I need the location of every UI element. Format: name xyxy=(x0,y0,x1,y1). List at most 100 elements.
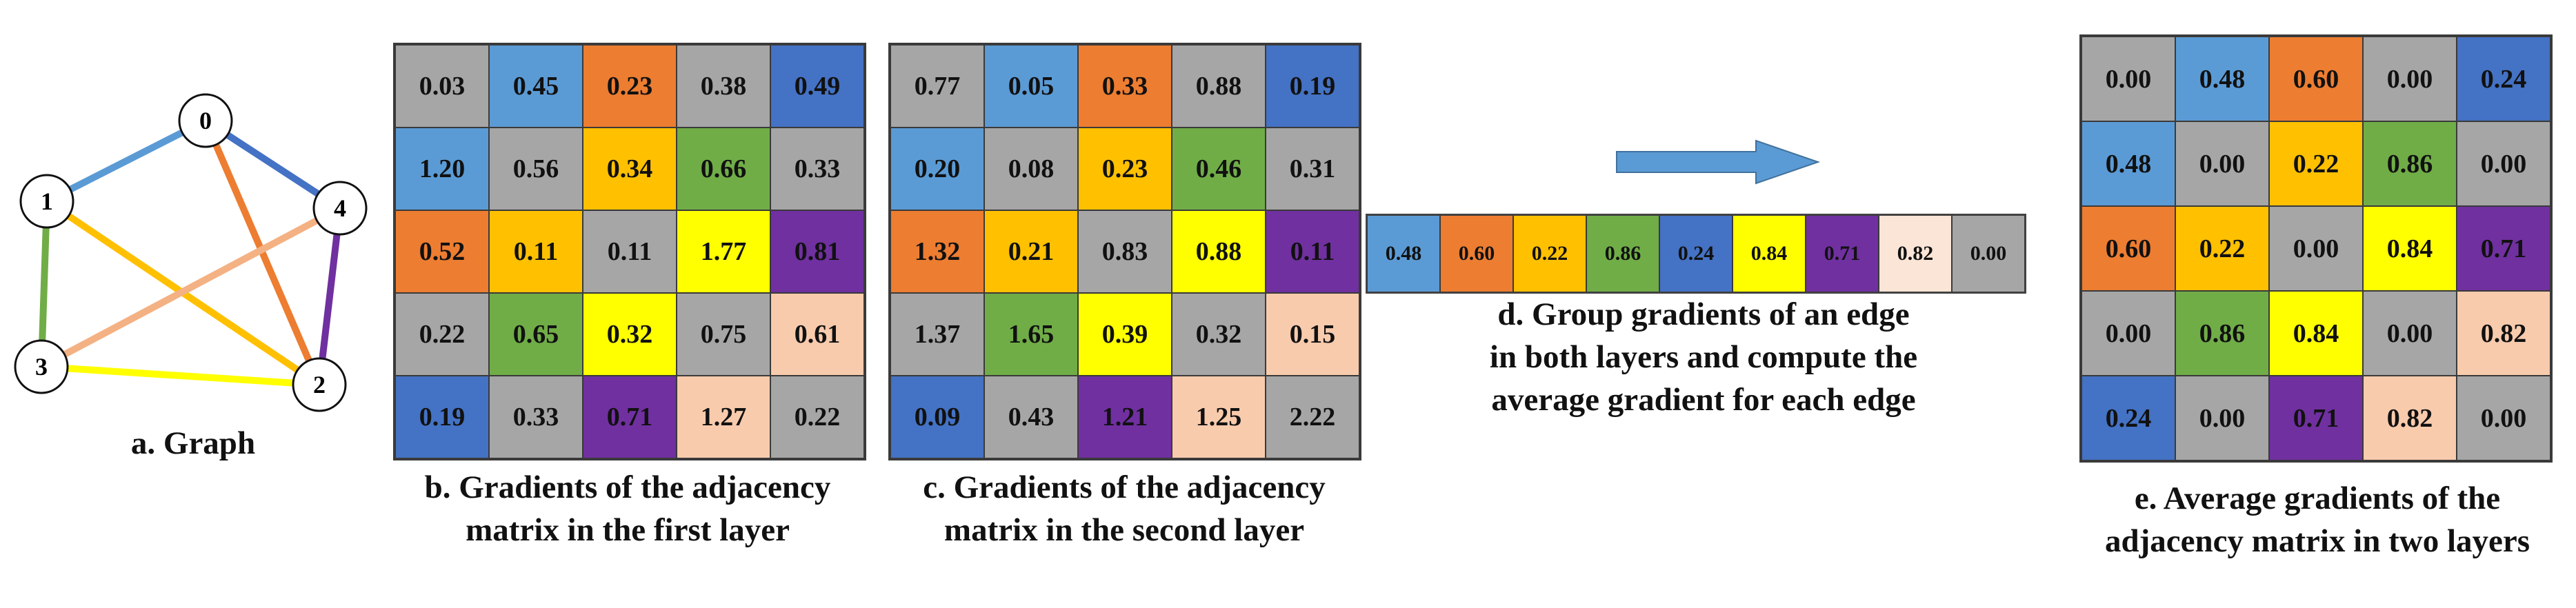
matrix-cell: 0.49 xyxy=(770,45,864,128)
matrix-cell: 0.66 xyxy=(677,128,770,210)
matrix-cell: 1.27 xyxy=(677,376,770,458)
matrix-cell: 0.38 xyxy=(677,45,770,128)
matrix-cell: 0.24 xyxy=(2457,37,2550,121)
matrix-cell: 0.52 xyxy=(395,210,489,293)
matrix-cell: 0.00 xyxy=(2081,37,2175,121)
matrix-cell: 0.22 xyxy=(395,293,489,376)
matrix-cell: 0.05 xyxy=(984,45,1078,128)
strip-cell: 0.48 xyxy=(1367,215,1440,292)
matrix-cell: 0.32 xyxy=(1172,293,1266,376)
right-arrow-icon xyxy=(1616,139,1821,185)
matrix-cell: 0.09 xyxy=(890,376,984,458)
matrix-cell: 0.00 xyxy=(2457,376,2550,460)
graph-node-label: 3 xyxy=(35,353,48,381)
matrix-cell: 0.11 xyxy=(1266,210,1359,293)
matrix-cell: 0.34 xyxy=(583,128,677,210)
matrix-b-caption: b. Gradients of the adjacency matrix in … xyxy=(424,469,831,548)
matrix-cell: 0.00 xyxy=(2081,291,2175,376)
graph-node-1: 1 xyxy=(19,174,74,229)
matrix-cell: 0.65 xyxy=(489,293,583,376)
matrix-cell: 0.48 xyxy=(2081,121,2175,206)
matrix-cell: 0.81 xyxy=(770,210,864,293)
matrix-cell: 0.31 xyxy=(1266,128,1359,210)
graph-edge-4-2 xyxy=(316,207,343,385)
graph-node-label: 0 xyxy=(199,107,212,134)
matrix-cell: 1.65 xyxy=(984,293,1078,376)
matrix-cell: 0.71 xyxy=(2269,376,2363,460)
matrix-cell: 0.82 xyxy=(2363,376,2457,460)
strip-cell: 0.24 xyxy=(1659,215,1733,292)
strip-d-caption: d. Group gradients of an edge in both la… xyxy=(1489,296,1918,418)
matrix-cell: 0.48 xyxy=(2175,37,2269,121)
graph-caption: a. Graph xyxy=(130,425,256,461)
matrix-cell: 0.88 xyxy=(1172,210,1266,293)
graph-node-label: 2 xyxy=(313,371,326,398)
average-gradient-strip: 0.48 0.60 0.22 0.86 0.24 0.84 0.71 0.82 0.00 xyxy=(1366,214,2026,294)
matrix-cell: 0.86 xyxy=(2363,121,2457,206)
matrix-cell: 1.21 xyxy=(1078,376,1172,458)
matrix-cell: 1.37 xyxy=(890,293,984,376)
matrix-cell: 0.84 xyxy=(2363,206,2457,291)
matrix-cell: 0.83 xyxy=(1078,210,1172,293)
strip-cell: 0.71 xyxy=(1806,215,1879,292)
matrix-cell: 0.00 xyxy=(2457,121,2550,206)
matrix-cell: 0.43 xyxy=(984,376,1078,458)
graph-edge-3-2 xyxy=(41,363,320,388)
graph-node-3: 3 xyxy=(14,339,69,394)
matrix-cell: 0.56 xyxy=(489,128,583,210)
matrix-cell: 0.39 xyxy=(1078,293,1172,376)
average-gradient-matrix: 0.00 0.48 0.60 0.00 0.24 0.48 0.00 0.22 0.86 0.00… xyxy=(2079,34,2553,463)
matrix-cell: 0.19 xyxy=(1266,45,1359,128)
graph-node-label: 4 xyxy=(334,194,346,222)
matrix-cell: 0.11 xyxy=(583,210,677,293)
matrix-cell: 0.60 xyxy=(2081,206,2175,291)
graph-node-4: 4 xyxy=(312,181,368,236)
matrix-cell: 1.20 xyxy=(395,128,489,210)
strip-cell: 0.86 xyxy=(1586,215,1659,292)
graph-edge-0-1 xyxy=(45,117,208,205)
matrix-cell: 1.77 xyxy=(677,210,770,293)
strip-cell: 0.82 xyxy=(1879,215,1952,292)
graph-edge-1-3 xyxy=(38,201,50,367)
matrix-cell: 0.00 xyxy=(2175,121,2269,206)
matrix-c-caption: c. Gradients of the adjacency matrix in … xyxy=(923,469,1326,548)
matrix-cell: 0.82 xyxy=(2457,291,2550,376)
matrix-cell: 0.33 xyxy=(489,376,583,458)
matrix-cell: 0.71 xyxy=(2457,206,2550,291)
strip-cell: 0.84 xyxy=(1733,215,1806,292)
matrix-cell: 0.45 xyxy=(489,45,583,128)
matrix-cell: 0.00 xyxy=(2175,376,2269,460)
matrix-cell: 0.22 xyxy=(2175,206,2269,291)
matrix-cell: 0.77 xyxy=(890,45,984,128)
matrix-cell: 0.60 xyxy=(2269,37,2363,121)
matrix-cell: 0.23 xyxy=(1078,128,1172,210)
graph-node-2: 2 xyxy=(292,357,347,412)
matrix-cell: 0.00 xyxy=(2363,37,2457,121)
matrix-cell: 0.23 xyxy=(583,45,677,128)
matrix-cell: 0.21 xyxy=(984,210,1078,293)
strip-cell: 0.00 xyxy=(1952,215,2025,292)
matrix-cell: 0.71 xyxy=(583,376,677,458)
matrix-cell: 2.22 xyxy=(1266,376,1359,458)
gradient-matrix-second-layer: 0.77 0.05 0.33 0.88 0.19 0.20 0.08 0.23 0.46 0.31… xyxy=(888,43,1361,460)
matrix-cell: 0.20 xyxy=(890,128,984,210)
graph-node-0: 0 xyxy=(178,93,233,148)
matrix-cell: 0.33 xyxy=(1078,45,1172,128)
matrix-cell: 0.24 xyxy=(2081,376,2175,460)
matrix-cell: 0.32 xyxy=(583,293,677,376)
matrix-cell: 0.19 xyxy=(395,376,489,458)
matrix-e-caption: e. Average gradients of the adjacency ma… xyxy=(2104,480,2530,559)
graph-node-label: 1 xyxy=(41,188,53,215)
matrix-cell: 0.22 xyxy=(2269,121,2363,206)
strip-cell: 0.60 xyxy=(1440,215,1513,292)
matrix-cell: 0.03 xyxy=(395,45,489,128)
matrix-cell: 0.61 xyxy=(770,293,864,376)
matrix-cell: 0.86 xyxy=(2175,291,2269,376)
graph-diagram: 0 1 2 3 4 xyxy=(14,93,368,412)
matrix-cell: 0.33 xyxy=(770,128,864,210)
matrix-cell: 0.22 xyxy=(770,376,864,458)
matrix-cell: 0.88 xyxy=(1172,45,1266,128)
strip-cell: 0.22 xyxy=(1513,215,1586,292)
matrix-cell: 1.25 xyxy=(1172,376,1266,458)
matrix-cell: 0.00 xyxy=(2269,206,2363,291)
